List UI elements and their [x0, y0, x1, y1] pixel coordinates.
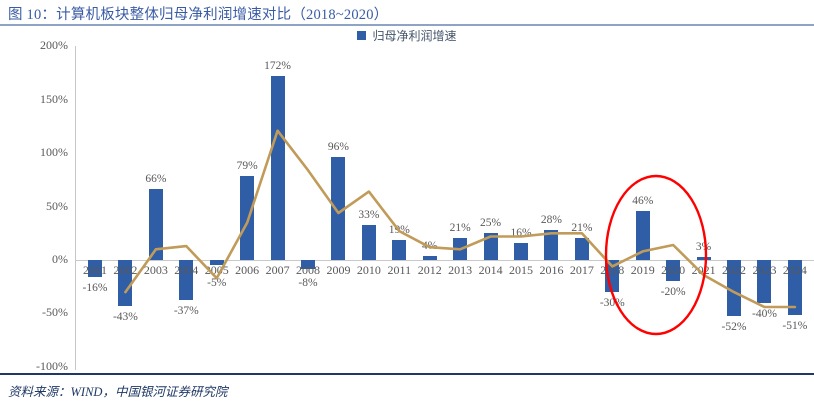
bar-2014: [483, 233, 498, 260]
bar-2010: [361, 224, 376, 260]
data-label-2011: 19%: [388, 223, 410, 236]
data-label-2009: 96%: [327, 141, 349, 154]
data-label-2012: 4%: [422, 239, 438, 252]
data-label-2010: 33%: [358, 208, 380, 221]
legend-label: 归母净利润增速: [372, 29, 457, 43]
bar-2021: [696, 256, 711, 260]
y-tick-label: 150%: [40, 91, 68, 106]
source-text: 资料来源：WIND，中国银河证券研究院: [8, 385, 228, 399]
data-label-2004: -37%: [173, 304, 199, 317]
bar-2017: [574, 237, 589, 260]
y-axis-line: [75, 46, 76, 370]
y-tick-label: 100%: [40, 145, 68, 160]
bar-2007: [270, 76, 285, 260]
data-label-2003: 66%: [145, 173, 167, 186]
y-tick-label: -100%: [36, 358, 68, 373]
bar-2001: [88, 260, 102, 278]
data-label-2023: -40%: [751, 307, 777, 320]
bar-2009: [331, 157, 346, 260]
bar-2013: [453, 237, 468, 260]
data-label-2020: -20%: [660, 286, 686, 299]
chart: 归母净利润增速 200% 150% 100% 50% 0% -50% -100% -16% 2…: [0, 27, 814, 373]
data-label-2019: 46%: [632, 194, 654, 207]
figure-title: 图 10：计算机板块整体归母净利润增速对比（2018~2020）: [8, 7, 389, 23]
x-tick-label-2024: 2024: [782, 263, 807, 277]
data-label-2021: 3%: [695, 240, 712, 253]
data-label-2005: -5%: [207, 277, 227, 289]
legend-swatch-icon: [357, 31, 367, 40]
title-divider: [0, 24, 814, 26]
y-tick-label: 0%: [52, 252, 68, 266]
data-label-2015: 16%: [510, 226, 532, 239]
y-tick-label: -50%: [42, 305, 68, 320]
bar-2015: [514, 242, 529, 260]
data-label-2008: -8%: [298, 277, 318, 289]
data-label-2006: 79%: [236, 159, 258, 172]
bar-2003: [148, 189, 163, 260]
legend: 归母净利润增速: [0, 27, 814, 44]
x-tick-label-2001: 2001: [83, 263, 107, 277]
source-divider: [0, 373, 814, 375]
data-label-2017: 21%: [571, 221, 593, 234]
y-tick-label: 200%: [40, 38, 68, 53]
bar-2016: [544, 230, 559, 260]
data-label-2002: -43%: [112, 310, 138, 323]
data-label-2007: 172%: [264, 60, 291, 73]
bar-2012: [422, 255, 437, 260]
data-label-2024: -51%: [782, 319, 808, 332]
data-label-2018: -30%: [599, 297, 625, 310]
y-tick-label: 50%: [46, 198, 68, 213]
data-label-2022: -52%: [721, 320, 747, 333]
bar-2019: [635, 210, 650, 260]
data-label-2001: -16%: [82, 282, 108, 295]
bar-2011: [392, 239, 407, 260]
bar-2006: [240, 175, 255, 260]
